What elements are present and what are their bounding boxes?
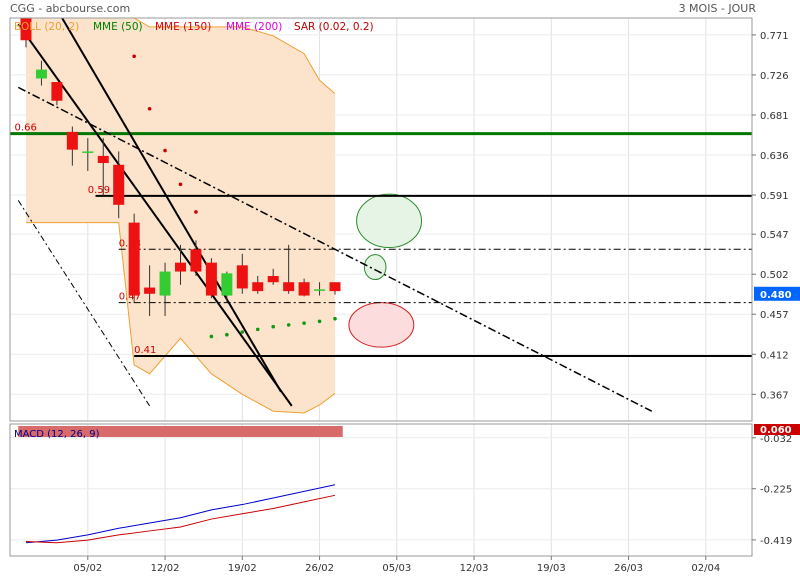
x-tick-label: 05/03 <box>382 563 411 574</box>
y-tick-label: 0.591 <box>760 191 789 202</box>
legend-item: MME (50) <box>93 21 143 33</box>
trendlines <box>17 18 653 412</box>
candle-body <box>329 282 341 292</box>
sar-dot <box>225 332 229 337</box>
level-label: 0.47 <box>119 292 141 303</box>
sar-dot <box>209 334 214 339</box>
candle-body <box>175 262 186 272</box>
x-tick-label: 19/03 <box>537 563 566 574</box>
sar-dot <box>271 324 276 329</box>
macd-value-label: 0.060 <box>760 425 792 436</box>
macd-panel <box>18 426 343 544</box>
x-tick-label: 26/02 <box>305 563 334 574</box>
x-tick-label: 12/03 <box>460 563 489 574</box>
candle-body <box>236 265 248 289</box>
macd-line <box>25 484 336 544</box>
candle-body <box>20 18 32 41</box>
level-label: 0.59 <box>88 185 110 196</box>
candle-body <box>252 282 264 292</box>
horizontal-levels: 0.660.590.530.470.41 <box>10 123 752 358</box>
macd-value-tag <box>754 424 800 435</box>
sar-dot <box>132 54 136 59</box>
trendline <box>17 200 151 407</box>
candle-body <box>82 151 94 153</box>
candlesticks <box>20 18 341 317</box>
bollinger-upper <box>133 18 336 94</box>
sar-dot <box>317 319 322 324</box>
signal-line <box>25 494 336 544</box>
y-tick-label: 0.367 <box>760 390 789 401</box>
sar-dot <box>163 148 167 153</box>
sar-dot <box>147 106 152 111</box>
macd-y-tick-label: -0.419 <box>760 536 792 547</box>
period-label: 3 MOIS - JOUR <box>678 2 756 15</box>
sar-dot <box>333 316 337 321</box>
trendline <box>17 23 293 407</box>
y-tick-label: 0.412 <box>760 350 789 361</box>
candle-body <box>298 282 310 296</box>
trendline <box>17 86 653 412</box>
annotation-ellipse <box>363 254 387 281</box>
last-price-tag <box>754 286 800 301</box>
candle-body <box>190 249 202 272</box>
candle-body <box>113 164 125 205</box>
bollinger-fill <box>26 18 335 413</box>
candle-body <box>128 222 140 296</box>
macd-plot-frame <box>9 423 753 557</box>
x-tick-label: 02/04 <box>691 563 720 574</box>
candle-body <box>66 131 78 150</box>
bollinger-lower <box>26 222 336 414</box>
annotation-ellipse <box>356 193 423 249</box>
macd-title: MACD (12, 26, 9) <box>14 429 100 440</box>
level-label: 0.66 <box>15 123 37 134</box>
legend: BOLL (20, 2) MME (50) MME (150) MME (200) SA… <box>14 21 374 33</box>
y-tick-label: 0.681 <box>760 111 789 122</box>
y-tick-label: 0.771 <box>760 31 789 42</box>
legend-item: MME (150) <box>155 21 211 33</box>
macd-histogram <box>18 426 343 437</box>
sar-dot <box>286 323 291 327</box>
annotation-ellipses <box>348 193 423 348</box>
candle-body <box>314 289 326 291</box>
candle-body <box>283 282 295 292</box>
legend-item: SAR (0.02, 0.2) <box>294 21 374 33</box>
level-label: 0.41 <box>134 345 156 356</box>
x-tick-label: 05/02 <box>73 563 102 574</box>
x-tick-label: 26/03 <box>614 563 643 574</box>
trendline <box>60 18 282 393</box>
y-tick-label: 0.547 <box>760 230 789 241</box>
annotation-ellipse <box>348 302 415 348</box>
candle-body <box>205 262 217 296</box>
macd-y-tick-label: -0.032 <box>760 434 792 445</box>
legend-item: BOLL (20, 2) <box>14 21 79 33</box>
legend-item: MME (200) <box>226 21 282 33</box>
chart-title: CGG - abcbourse.com <box>10 2 131 15</box>
candle-body <box>144 287 156 294</box>
candle-body <box>267 275 279 283</box>
y-tick-label: 0.502 <box>760 270 789 281</box>
candle-body <box>97 155 109 164</box>
axes: 0.771 0.726 0.681 0.636 0.591 0.547 0.502 0.457… <box>9 17 800 574</box>
candle-body <box>51 82 63 101</box>
sar-dot <box>194 210 198 214</box>
sar-dot <box>240 330 245 334</box>
macd-y-tick-label: -0.225 <box>760 485 792 496</box>
x-tick-label: 19/02 <box>228 563 257 574</box>
main-plot-frame <box>9 17 753 422</box>
sar-dot <box>178 182 183 187</box>
y-tick-label: 0.457 <box>760 310 789 321</box>
sar-dots <box>132 54 337 339</box>
candle-body <box>221 273 233 296</box>
y-tick-label: 0.636 <box>760 151 789 162</box>
candle-body <box>35 69 47 79</box>
sar-dot <box>255 327 260 332</box>
candle-body <box>159 271 171 296</box>
bollinger-band <box>26 18 336 414</box>
x-tick-label: 12/02 <box>151 563 180 574</box>
y-tick-label: 0.726 <box>760 71 789 82</box>
last-price-label: 0.480 <box>760 290 792 301</box>
sar-dot <box>302 321 306 325</box>
